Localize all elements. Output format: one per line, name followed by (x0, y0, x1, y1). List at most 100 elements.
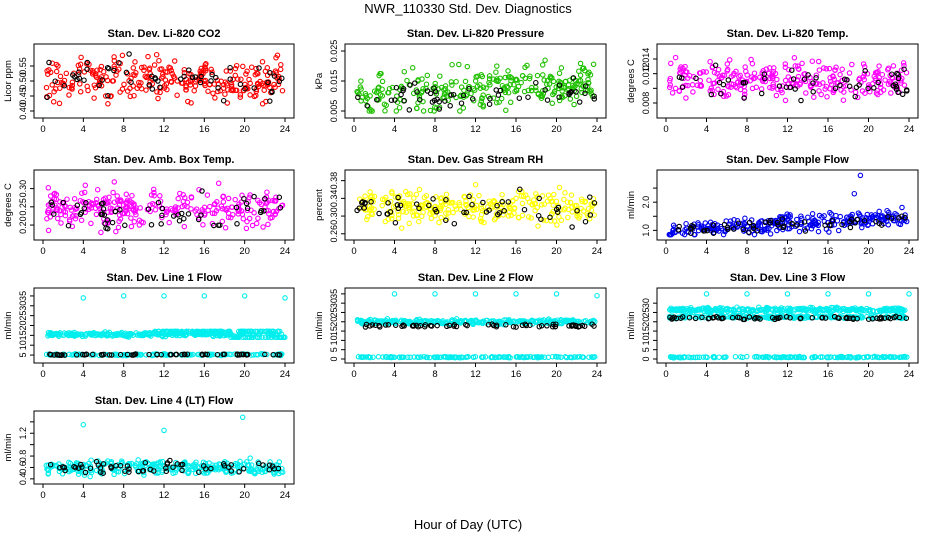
data-point (585, 80, 592, 86)
data-point (582, 199, 588, 205)
data-point (211, 210, 218, 217)
x-axis: 0 4 8 12 16 20 24 (351, 240, 602, 257)
data-point (378, 70, 384, 77)
data-point (173, 351, 180, 358)
data-point (668, 60, 674, 67)
data-point (708, 91, 715, 98)
y-axis: 1.0 2.0 (641, 187, 657, 237)
data-point (499, 82, 506, 89)
data-point (44, 94, 50, 101)
data-point (237, 94, 244, 100)
data-point (74, 202, 81, 209)
data-point (784, 308, 791, 314)
data-point (78, 54, 84, 61)
data-point (55, 63, 61, 69)
data-point (831, 76, 837, 82)
data-point (732, 353, 739, 360)
data-point (392, 194, 399, 200)
data-point (248, 334, 255, 341)
data-point (51, 88, 57, 95)
data-point (855, 354, 861, 361)
data-point (104, 77, 111, 84)
data-point (200, 352, 206, 358)
data-point (724, 61, 731, 67)
data-point (505, 68, 511, 74)
data-point (796, 228, 803, 235)
data-point (746, 219, 753, 226)
data-point (902, 353, 908, 360)
data-point (151, 192, 157, 199)
data-point (523, 322, 530, 329)
data-point (672, 85, 679, 92)
data-point (99, 77, 105, 83)
x-tick-label: 8 (744, 369, 749, 380)
data-point (769, 85, 775, 91)
data-point (133, 211, 139, 218)
data-point (888, 90, 894, 96)
data-point (111, 179, 118, 185)
data-point (570, 75, 577, 81)
data-point (416, 354, 422, 361)
data-point (469, 201, 475, 208)
x-tick-label: 0 (351, 246, 356, 257)
data-point (376, 96, 382, 103)
data-point (355, 94, 361, 101)
x-tick-label: 12 (470, 369, 481, 380)
data-points (354, 291, 600, 361)
data-point (844, 315, 850, 322)
x-tick-label: 4 (81, 490, 86, 501)
data-point (840, 305, 846, 312)
y-tick-label: 30 (641, 298, 651, 308)
y-tick-label: 5 (18, 353, 28, 358)
data-point (839, 66, 845, 73)
data-point (282, 295, 288, 301)
data-point (874, 354, 880, 360)
data-point (251, 210, 257, 216)
data-point (453, 323, 460, 330)
data-point (876, 63, 882, 69)
y-tick-label: 20 (641, 317, 651, 327)
data-point (529, 202, 536, 208)
data-point (223, 81, 230, 87)
data-point (686, 72, 693, 79)
data-point (764, 225, 770, 232)
data-point (202, 67, 209, 74)
data-point (448, 92, 454, 98)
data-point (762, 354, 768, 360)
data-point (803, 90, 809, 96)
data-point (392, 322, 399, 328)
data-point (185, 463, 192, 469)
data-point (510, 323, 517, 330)
data-point (824, 94, 830, 100)
data-point (574, 208, 580, 214)
data-point (584, 212, 591, 219)
data-point (507, 81, 513, 88)
data-point (710, 354, 717, 361)
data-point (127, 331, 134, 338)
y-tick-label: 0.008 (641, 92, 651, 115)
data-point (758, 90, 765, 97)
data-point (103, 225, 109, 231)
y-axis: 0.200.250.30 (18, 180, 34, 234)
data-point (364, 216, 370, 223)
data-point (192, 74, 199, 80)
data-point (249, 222, 256, 229)
data-point (192, 465, 198, 471)
data-point (195, 216, 202, 223)
data-point (690, 354, 697, 361)
data-point (181, 351, 188, 357)
data-point (157, 84, 163, 91)
data-point (379, 78, 386, 85)
data-point (849, 61, 855, 68)
data-point (543, 217, 550, 224)
data-point (515, 83, 522, 90)
data-point (121, 81, 127, 88)
data-point (895, 75, 902, 82)
data-point (176, 218, 183, 224)
data-point (675, 227, 682, 233)
data-point (182, 202, 188, 209)
data-point (87, 67, 93, 73)
data-point (536, 323, 543, 330)
data-point (217, 222, 223, 228)
data-point (541, 201, 548, 207)
